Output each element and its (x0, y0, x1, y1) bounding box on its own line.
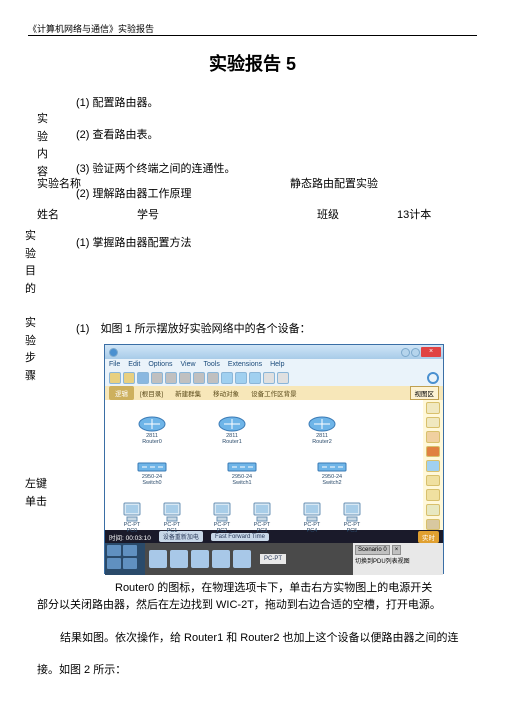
pc-device[interactable]: PC-PTPC1 (155, 502, 189, 534)
switch-device[interactable]: 2950-24Switch2 (315, 460, 349, 486)
class-value: 13计本 (397, 206, 457, 222)
zoomin-icon[interactable] (221, 372, 233, 384)
menu-extensions[interactable]: Extensions (228, 361, 262, 368)
paragraph-3: 接。如图 2 所示： (37, 662, 126, 680)
pt-menubar: File Edit Options View Tools Extensions … (105, 359, 443, 370)
pc-device[interactable]: PC-PTPC2 (205, 502, 239, 534)
router-device[interactable]: 2811Router1 (215, 415, 249, 445)
label-goal: 实验目的 (25, 228, 39, 298)
draw-icon[interactable] (263, 372, 275, 384)
zoomreset-icon[interactable] (235, 372, 247, 384)
inspect-tool-icon[interactable] (426, 460, 440, 472)
note-tool-icon[interactable] (426, 431, 440, 443)
label-click: 左键单击 (25, 476, 53, 511)
scenario-select[interactable]: Scenario 0 (355, 545, 390, 555)
menu-file[interactable]: File (109, 361, 120, 368)
hand-tool-icon[interactable] (426, 417, 440, 429)
tab-viewarea[interactable]: 视图区 (410, 386, 440, 400)
pt-titlebar: × (105, 345, 443, 359)
pt-workspace[interactable]: 2811Router0 2811Router1 2811Router2 2950-24… (105, 400, 443, 530)
info-icon[interactable] (427, 372, 439, 384)
save-icon[interactable] (137, 372, 149, 384)
pt-footer: PC-PT Scenario 0 × 切换到PDU列表视图 (105, 543, 443, 575)
right-toolbar (423, 400, 443, 530)
goal-item-1: (1) 掌握路由器配置方法 (76, 234, 192, 250)
device-category-tray[interactable] (105, 543, 145, 575)
menu-options[interactable]: Options (148, 361, 172, 368)
status-realtime[interactable]: 实时 (418, 531, 439, 543)
pc-device[interactable]: PC-PTPC4 (295, 502, 329, 534)
pc-device[interactable]: PC-PTPC5 (335, 502, 369, 534)
menu-edit[interactable]: Edit (128, 361, 140, 368)
tab-logical[interactable]: 逻辑 (109, 386, 134, 400)
paragraph-1b: 部分以关闭路由器，然后在左边找到 WIC-2T，拖动到右边合适的空槽，打开电源。 (37, 597, 477, 615)
router-device[interactable]: 2811Router0 (135, 415, 169, 445)
scenario-del[interactable]: × (392, 545, 402, 555)
paragraph-1a: Router0 的图标，在物理选项卡下，单击右方实物图上的电源开关 (115, 580, 477, 598)
close-button[interactable]: × (421, 347, 441, 357)
step-item-1: (1) 如图 1 所示摆放好实验网络中的各个设备： (76, 320, 311, 336)
draw-tool-icon[interactable] (426, 475, 440, 487)
new-icon[interactable] (109, 372, 121, 384)
complex-pdu-icon[interactable] (426, 519, 440, 531)
redo-icon[interactable] (207, 372, 219, 384)
device-items[interactable]: PC-PT (145, 543, 353, 575)
pc-device[interactable]: PC-PTPC3 (245, 502, 279, 534)
tab-cluster[interactable]: 新建群集 (169, 386, 207, 401)
pt-toolbar (105, 370, 443, 386)
class-label: 班级 (317, 206, 397, 222)
name-label: 姓名 (37, 206, 137, 222)
doc-title: 实验报告 5 (0, 50, 505, 76)
paragraph-2: 结果如图。依次操作，给 Router1 和 Router2 也加上这个设备以便路… (60, 630, 477, 648)
packet-tracer-window: × File Edit Options View Tools Extension… (104, 344, 444, 574)
scenario-note: 切换到PDU列表视图 (355, 556, 441, 565)
switch-device[interactable]: 2950-24Switch1 (225, 460, 259, 486)
content-item-4: (2) 理解路由器工作原理 (76, 185, 192, 201)
exp-name-value: 静态路由配置实验 (290, 175, 378, 191)
app-icon (109, 348, 118, 357)
device-label: PC-PT (260, 554, 286, 564)
tab-root[interactable]: [根目录] (134, 386, 169, 401)
undo-icon[interactable] (193, 372, 205, 384)
menu-tools[interactable]: Tools (204, 361, 220, 368)
open-icon[interactable] (123, 372, 135, 384)
min-button[interactable] (401, 348, 410, 357)
scenario-panel: Scenario 0 × 切换到PDU列表视图 (353, 543, 443, 575)
menu-view[interactable]: View (180, 361, 195, 368)
custom-icon[interactable] (277, 372, 289, 384)
label-steps: 实验步骤 (25, 315, 39, 385)
switch-device[interactable]: 2950-24Switch0 (135, 460, 169, 486)
paste-icon[interactable] (179, 372, 191, 384)
exp-name-label: 实验名称 (37, 175, 81, 191)
content-item-2: (2) 查看路由表。 (76, 126, 159, 142)
id-label: 学号 (137, 206, 287, 222)
header-rule (28, 35, 477, 36)
tab-move[interactable]: 移动对象 (207, 386, 245, 401)
tab-bg[interactable]: 设备工作区背景 (245, 386, 303, 401)
label-content: 实验内容 (37, 111, 51, 181)
menu-help[interactable]: Help (270, 361, 284, 368)
content-item-3: (3) 验证两个终端之间的连通性。 (76, 160, 236, 176)
content-item-1: (1) 配置路由器。 (76, 94, 159, 110)
simple-pdu-icon[interactable] (426, 504, 440, 516)
router-device[interactable]: 2811Router2 (305, 415, 339, 445)
pc-device[interactable]: PC-PTPC0 (115, 502, 149, 534)
page-header: 《计算机网络与通信》实验报告 (28, 22, 154, 35)
print-icon[interactable] (151, 372, 163, 384)
copy-icon[interactable] (165, 372, 177, 384)
resize-tool-icon[interactable] (426, 489, 440, 501)
select-tool-icon[interactable] (426, 402, 440, 414)
max-button[interactable] (411, 348, 420, 357)
pt-tabs: 逻辑 [根目录] 新建群集 移动对象 设备工作区背景 视图区 (105, 386, 443, 400)
delete-tool-icon[interactable] (426, 446, 440, 458)
zoomout-icon[interactable] (249, 372, 261, 384)
